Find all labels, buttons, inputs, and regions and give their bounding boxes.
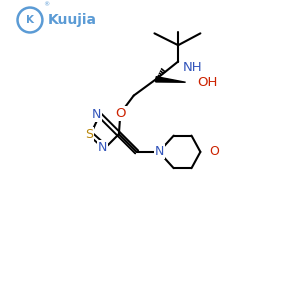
Polygon shape [156,76,186,82]
Text: Kuujia: Kuujia [48,13,97,27]
Text: N: N [98,141,107,154]
Text: ®: ® [43,3,49,8]
Text: N: N [155,145,164,158]
Text: OH: OH [197,76,218,89]
Text: N: N [92,108,101,122]
Text: S: S [85,128,93,141]
Text: O: O [209,146,219,158]
Text: NH: NH [183,61,202,74]
Text: O: O [115,107,126,120]
Text: K: K [26,15,34,25]
